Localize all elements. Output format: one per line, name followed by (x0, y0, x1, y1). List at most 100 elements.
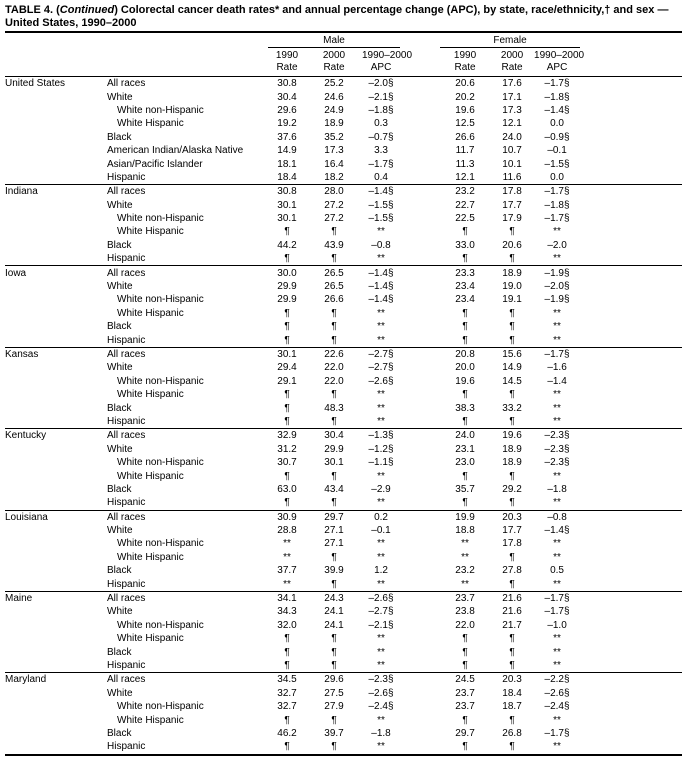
title-part: Continued (59, 4, 115, 16)
cell: 46.2 (277, 727, 297, 739)
blank (5, 443, 107, 456)
cell: ** (377, 334, 385, 346)
cell: ** (553, 321, 561, 333)
cell: ** (553, 415, 561, 427)
race: White non-Hispanic (117, 213, 204, 225)
race: White non-Hispanic (117, 104, 204, 116)
cell: 30.4 (306, 428, 362, 443)
state: United States (5, 76, 107, 91)
blank (5, 388, 107, 401)
blank (580, 401, 682, 414)
blank (400, 456, 440, 469)
title-part: ) Colorectal cancer death rates* and ann… (5, 4, 669, 29)
cell: 23.4 (455, 294, 475, 306)
blank (5, 361, 107, 374)
blank (580, 564, 682, 577)
blank (5, 90, 107, 103)
cell: 38.3 (455, 402, 475, 414)
race: White Hispanic (117, 714, 184, 726)
cell: ¶ (509, 253, 515, 265)
blank (580, 700, 682, 713)
cell: 23.1 (455, 443, 475, 455)
table-row: Black ¶ 48.3 ** 38.3 33.2 ** (5, 401, 682, 414)
blank (5, 496, 107, 510)
cell: 23.7 (440, 590, 491, 606)
cell: ¶ (509, 497, 515, 509)
cell: 24.3 (306, 590, 362, 606)
cell: ¶ (462, 334, 468, 346)
blank (400, 346, 441, 362)
cell: 23.8 (455, 606, 475, 618)
blank (5, 415, 107, 429)
blank (5, 577, 107, 591)
blank (5, 239, 107, 252)
title: TABLE 4. (Continued) Colorectal cancer d… (5, 4, 683, 30)
blank (5, 320, 107, 333)
cell: ¶ (284, 307, 290, 319)
table-row: White Hispanic ¶ ¶ ** ¶ ¶ ** (5, 469, 682, 482)
blank (400, 564, 440, 577)
sex-header: Female (440, 33, 581, 48)
blank (400, 727, 440, 740)
blank (400, 537, 440, 550)
table-row: Maine All races 34.1 24.3 –2.6§ 23.7 21.6 –1.7§ (5, 590, 682, 606)
cell: ¶ (462, 389, 468, 401)
blank (580, 90, 682, 103)
blank (580, 157, 682, 170)
race: All races (107, 346, 268, 362)
cell: –1.9§ (534, 265, 581, 280)
cell: ¶ (284, 389, 290, 401)
cell: –1.4§ (368, 281, 394, 293)
cell: 19.9 (440, 509, 491, 524)
table-row: Kansas All races 30.1 22.6 –2.7§ 20.8 15.6 –1.7… (5, 346, 682, 362)
blank (400, 645, 440, 658)
cell: ¶ (284, 646, 290, 658)
blank (400, 632, 440, 645)
cell: 22.0 (455, 619, 475, 631)
table-row: Black ¶ ¶ ** ¶ ¶ ** (5, 320, 682, 333)
column-header-line: APC (546, 62, 568, 73)
cell: 23.2 (455, 565, 475, 577)
state: Kentucky (5, 428, 107, 443)
blank (5, 117, 107, 130)
cell: ** (553, 646, 561, 658)
table-row: Black 44.2 43.9 –0.8 33.0 20.6 –2.0 (5, 239, 682, 252)
column-header-line: 1990–2000 (362, 50, 413, 61)
blank (400, 443, 440, 456)
blank (400, 225, 440, 238)
cell: ** (553, 470, 561, 482)
race: White Hispanic (117, 551, 184, 563)
cell: ** (377, 253, 385, 265)
blank (5, 199, 107, 212)
cell: ¶ (331, 646, 337, 658)
race: Hispanic (107, 741, 146, 753)
race: White Hispanic (117, 118, 184, 130)
cell: 18.1 (277, 158, 297, 170)
cell: 1.2 (374, 565, 388, 577)
blank (580, 104, 682, 117)
cell: 30.8 (268, 184, 306, 199)
cell: 0.0 (550, 118, 564, 130)
cell: ** (553, 226, 561, 238)
cell: 29.9 (324, 443, 344, 455)
cell: 20.2 (455, 91, 475, 103)
blank (580, 131, 682, 144)
blank (580, 293, 682, 306)
cell: ¶ (462, 415, 468, 427)
cell: 32.7 (277, 701, 297, 713)
cell: –1.7§ (544, 606, 570, 618)
state: Maine (5, 590, 107, 606)
blank (400, 144, 440, 157)
cell: ** (377, 226, 385, 238)
cell: 29.7 (306, 509, 362, 524)
race: White Hispanic (117, 633, 184, 645)
cell: 20.6 (440, 76, 491, 91)
blank (580, 76, 682, 91)
cell: 27.1 (324, 538, 344, 550)
cell: –2.3§ (534, 428, 581, 443)
cell: 11.7 (455, 145, 475, 157)
table-row: White 30.4 24.6 –2.1§ 20.2 17.1 –1.8§ (5, 90, 682, 103)
cell: –1.4§ (544, 525, 570, 537)
table-row: White non-Hispanic 29.6 24.9 –1.8§ 19.6 17.3 –… (5, 104, 682, 117)
table-row: White 31.2 29.9 –1.2§ 23.1 18.9 –2.3§ (5, 443, 682, 456)
